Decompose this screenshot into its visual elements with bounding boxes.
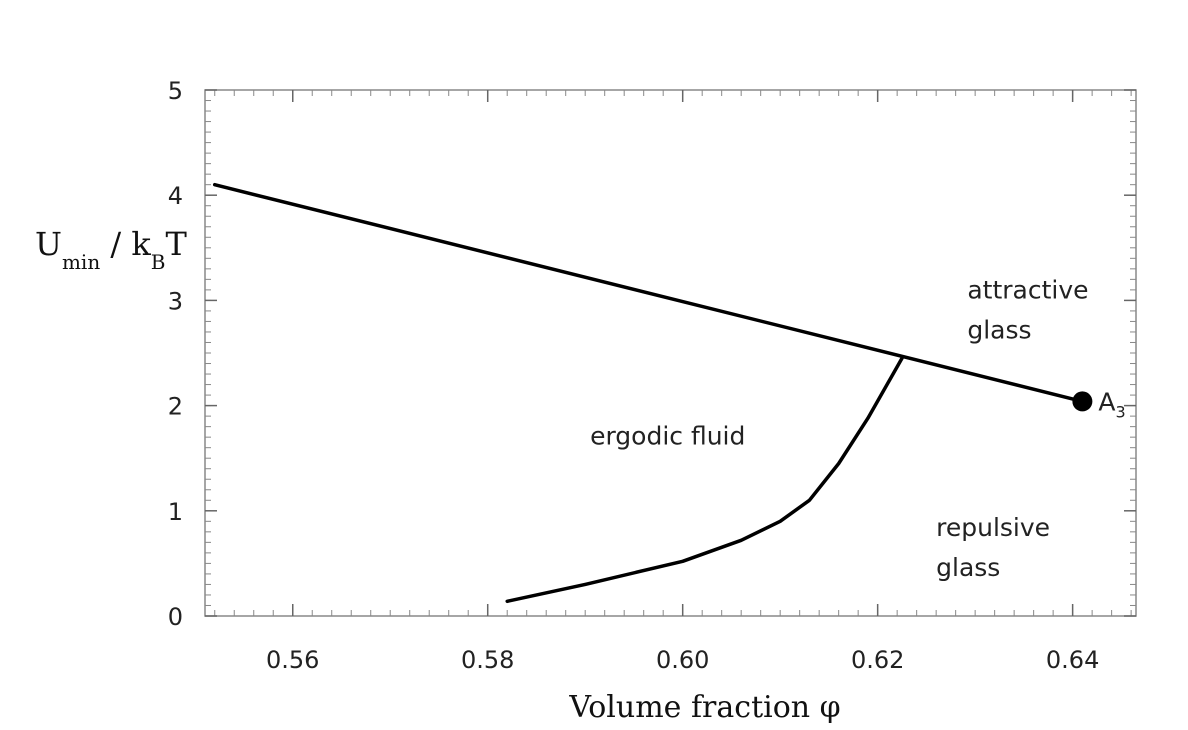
y-axis-title-part-1: min bbox=[62, 250, 100, 274]
series-lines bbox=[212, 182, 1085, 604]
y-axis-title-part-3: B bbox=[151, 250, 166, 274]
y-tick-label: 3 bbox=[168, 287, 183, 315]
annotation-0-line-0: attractive bbox=[967, 275, 1088, 304]
x-tick-labels: 0.56 0.58 0.60 0.62 0.64 bbox=[266, 646, 1099, 674]
y-tick-label: 5 bbox=[168, 77, 183, 105]
annotation-2-line-1: glass bbox=[936, 553, 1000, 582]
y-tick-label: 4 bbox=[168, 182, 183, 210]
x-tick-label: 0.56 bbox=[266, 646, 319, 674]
y-axis-title-part-0: U bbox=[35, 225, 62, 263]
x-tick-label: 0.62 bbox=[851, 646, 904, 674]
a3-label: A3 bbox=[1098, 387, 1125, 421]
y-axis-title: Umin / kBT bbox=[35, 225, 187, 274]
annotation-2-line-0: repulsive bbox=[936, 513, 1050, 542]
y-tick-label: 1 bbox=[168, 498, 183, 526]
x-tick-label: 0.58 bbox=[461, 646, 514, 674]
series-line-0 bbox=[212, 182, 1085, 404]
marker-group: A3 bbox=[1072, 387, 1126, 421]
annotation-0-line-1: glass bbox=[967, 315, 1031, 344]
y-axis-title-part-4: T bbox=[165, 225, 187, 263]
y-tick-label: 2 bbox=[168, 393, 183, 421]
y-axis-title-part-2: / k bbox=[100, 225, 151, 263]
series-line-1 bbox=[505, 356, 904, 604]
a3-point bbox=[1072, 391, 1093, 412]
major-ticks bbox=[205, 89, 1136, 617]
x-tick-label: 0.64 bbox=[1046, 646, 1099, 674]
annotation-1-line-0: ergodic fluid bbox=[590, 422, 745, 451]
x-tick-label: 0.60 bbox=[656, 646, 709, 674]
x-axis-title: Volume fraction φ bbox=[568, 690, 840, 725]
region-annotations: attractive glass ergodic fluid repulsive gla… bbox=[590, 275, 1088, 582]
y-tick-labels: 0 1 2 3 4 5 bbox=[168, 77, 183, 631]
y-tick-label: 0 bbox=[168, 603, 183, 631]
